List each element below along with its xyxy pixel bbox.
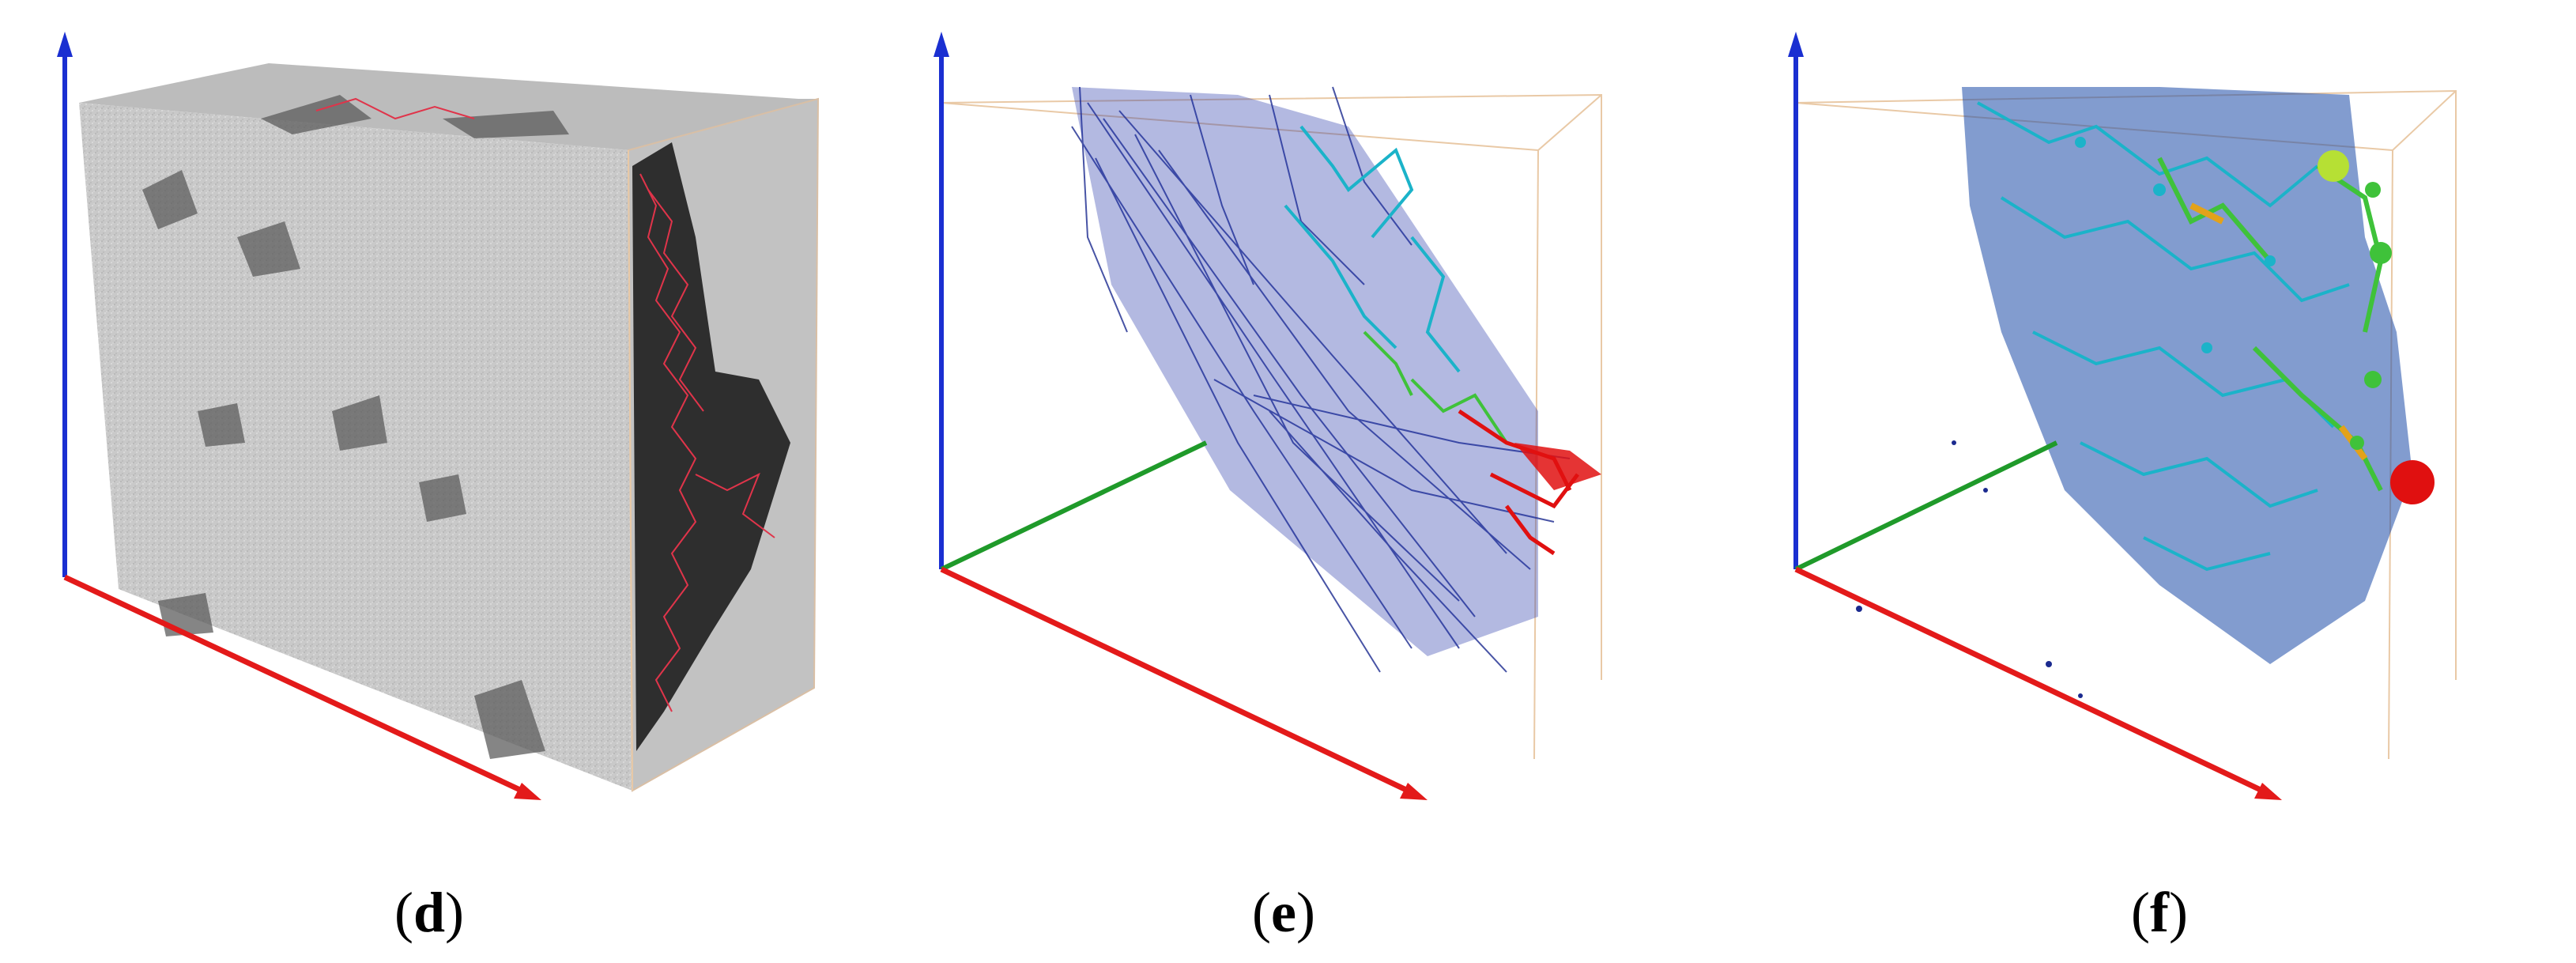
cube-top-face [79, 63, 818, 150]
panel-d-render [57, 32, 820, 800]
x-axis [1794, 566, 2264, 794]
particle-network-green [1363, 330, 1508, 444]
isolated-pores [1856, 440, 2083, 698]
pore-bodies [2075, 137, 2435, 504]
panel-e: (e) [858, 0, 1717, 963]
x-axis-arrowhead [1400, 783, 1428, 800]
z-axis-arrowhead [1788, 32, 1804, 57]
x-axis-arrowhead [514, 783, 541, 800]
panel-e-render [933, 32, 1602, 800]
panel-f: (f) [1717, 0, 2576, 963]
cube-edge [628, 149, 633, 791]
z-axis-arrowhead [933, 32, 949, 57]
x-axis [63, 574, 523, 794]
fracture-band [632, 142, 790, 751]
particle-network-cyan [1284, 125, 1461, 373]
x-axis [940, 566, 1409, 794]
particle-network-blue [1071, 86, 1571, 673]
pore-network-cloud [1962, 87, 2412, 664]
y-axis [1794, 440, 2058, 572]
panel-d: (d) [0, 0, 858, 963]
x-axis-arrowhead [2254, 783, 2282, 800]
panel-d-caption: (d) [394, 881, 464, 944]
panel-f-render [1788, 32, 2457, 800]
particle-network-cloud [1072, 87, 1538, 656]
fracture-network [315, 97, 775, 712]
y-axis [940, 440, 1208, 572]
panel-f-caption: (f) [2131, 881, 2188, 944]
z-axis-arrowhead [57, 32, 73, 57]
panel-e-caption: (e) [1252, 881, 1315, 944]
particle-network-red-mass [1514, 443, 1601, 490]
